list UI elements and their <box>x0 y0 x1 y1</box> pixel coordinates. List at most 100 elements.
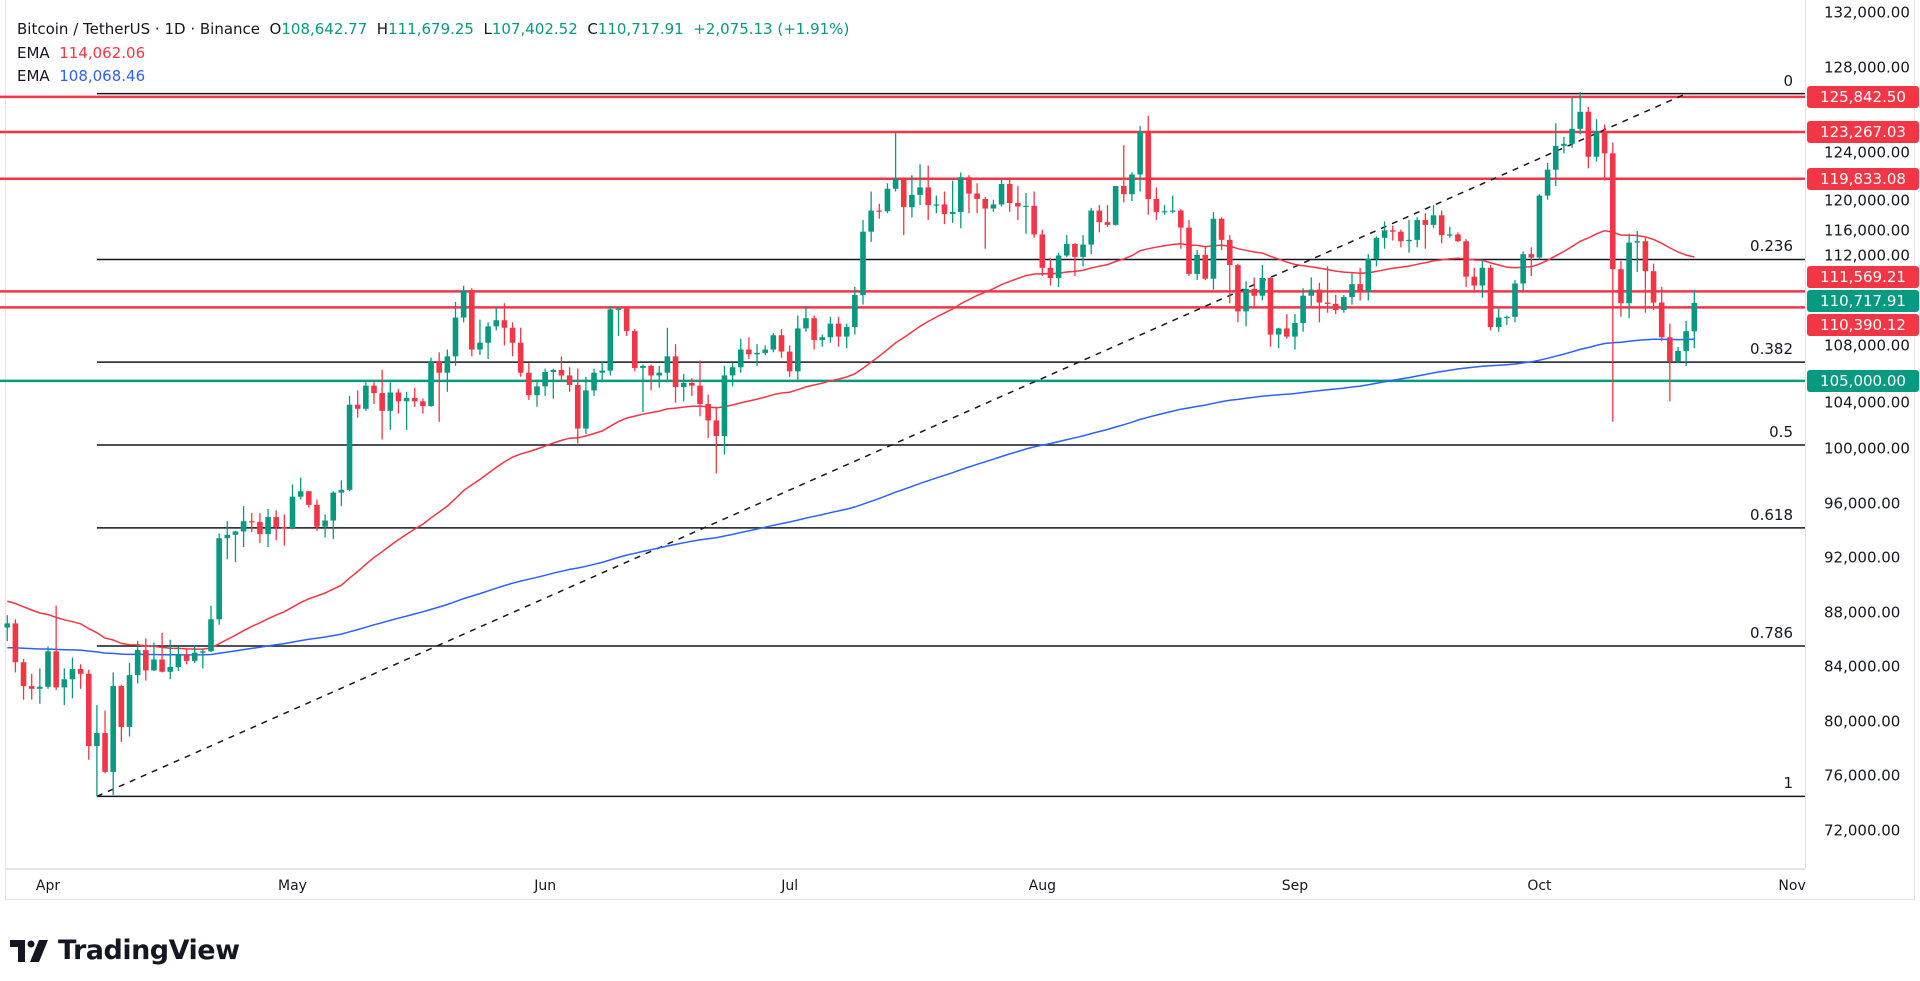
candle[interactable] <box>1137 126 1143 192</box>
candle[interactable] <box>1577 92 1583 135</box>
candle[interactable] <box>420 398 426 414</box>
candle[interactable] <box>1471 267 1478 293</box>
candle[interactable] <box>1194 250 1200 281</box>
candle[interactable] <box>452 301 459 366</box>
candle[interactable] <box>1047 258 1054 286</box>
candle[interactable] <box>811 315 817 350</box>
candle[interactable] <box>1145 115 1152 215</box>
candle[interactable] <box>974 183 980 214</box>
candle[interactable] <box>1414 217 1420 248</box>
candle[interactable] <box>191 645 198 663</box>
candle[interactable] <box>623 307 630 336</box>
candle[interactable] <box>208 605 214 653</box>
candle[interactable] <box>306 491 312 508</box>
candle[interactable] <box>1658 286 1665 342</box>
candle[interactable] <box>1422 213 1429 249</box>
candle[interactable] <box>1479 259 1486 298</box>
candle[interactable] <box>1389 225 1396 241</box>
candle[interactable] <box>1055 252 1062 287</box>
candle[interactable] <box>1324 266 1331 313</box>
candle[interactable] <box>224 521 231 560</box>
candle[interactable] <box>1601 124 1608 181</box>
candle[interactable] <box>827 316 834 343</box>
candle[interactable] <box>354 390 361 418</box>
candle[interactable] <box>240 506 247 548</box>
candle[interactable] <box>387 382 394 430</box>
candle[interactable] <box>542 368 548 396</box>
candle[interactable] <box>1544 162 1551 200</box>
candle[interactable] <box>314 499 320 531</box>
candle[interactable] <box>1610 142 1616 422</box>
candle[interactable] <box>1593 119 1600 162</box>
candle[interactable] <box>1520 251 1526 291</box>
candle[interactable] <box>1463 239 1469 287</box>
candle[interactable] <box>737 338 744 373</box>
candle[interactable] <box>852 286 858 335</box>
candle[interactable] <box>1096 205 1103 233</box>
candle[interactable] <box>574 368 581 444</box>
candle[interactable] <box>20 658 27 700</box>
candle[interactable] <box>1023 192 1029 234</box>
candle[interactable] <box>1275 327 1282 349</box>
candle[interactable] <box>1634 231 1641 272</box>
candle[interactable] <box>1536 194 1543 260</box>
symbol-title[interactable]: Bitcoin / TetherUS · 1D · Binance <box>17 20 260 38</box>
candle[interactable] <box>257 513 263 544</box>
candle[interactable] <box>143 638 149 681</box>
candle[interactable] <box>1243 281 1249 327</box>
candle[interactable] <box>1316 282 1323 323</box>
time-axis[interactable]: Apr May Jun Jul Aug Sep Oct Nov <box>5 868 1806 902</box>
candle[interactable] <box>1365 254 1372 301</box>
candle[interactable] <box>444 349 451 392</box>
candle[interactable] <box>1495 308 1502 332</box>
candle[interactable] <box>1585 107 1592 169</box>
indicator-ema-fast[interactable]: EMA 114,062.06 <box>17 42 849 66</box>
candle[interactable] <box>248 513 255 533</box>
candle[interactable] <box>1569 97 1575 148</box>
candle[interactable] <box>61 668 68 706</box>
candle[interactable] <box>1202 247 1209 281</box>
candle[interactable] <box>835 316 842 347</box>
candle[interactable] <box>1169 195 1176 214</box>
candle[interactable] <box>371 382 377 405</box>
candle[interactable] <box>697 360 703 417</box>
candle[interactable] <box>85 669 92 760</box>
candle[interactable] <box>689 378 695 396</box>
candle[interactable] <box>892 132 899 192</box>
candle[interactable] <box>379 369 385 440</box>
candle[interactable] <box>126 662 133 737</box>
candle[interactable] <box>1080 235 1086 267</box>
candle[interactable] <box>909 175 915 218</box>
candle[interactable] <box>680 374 687 402</box>
candle[interactable] <box>868 191 874 242</box>
candle[interactable] <box>1552 123 1559 187</box>
candle[interactable] <box>232 530 239 563</box>
candle[interactable] <box>102 710 108 774</box>
candle[interactable] <box>1226 235 1233 304</box>
candle[interactable] <box>469 288 475 357</box>
candle[interactable] <box>322 514 328 538</box>
candle[interactable] <box>1430 205 1437 229</box>
candle[interactable] <box>672 344 679 403</box>
candle[interactable] <box>1512 280 1518 323</box>
candle[interactable] <box>1121 145 1127 203</box>
price-axis[interactable]: 132,000.00 128,000.00 124,000.00 120,000.00… <box>1805 0 1919 868</box>
candle[interactable] <box>338 480 345 507</box>
candle[interactable] <box>1218 217 1225 251</box>
candle[interactable] <box>363 382 369 411</box>
candle[interactable] <box>200 649 206 669</box>
candle[interactable] <box>1292 314 1298 350</box>
candle[interactable] <box>485 322 491 360</box>
candle[interactable] <box>664 327 671 383</box>
indicator-ema-slow[interactable]: EMA 108,068.46 <box>17 65 849 89</box>
candle[interactable] <box>1088 207 1094 255</box>
candle[interactable] <box>917 164 923 206</box>
candle[interactable] <box>436 352 442 422</box>
candle[interactable] <box>281 514 288 546</box>
candle[interactable] <box>28 673 35 700</box>
candle[interactable] <box>134 641 141 684</box>
candle[interactable] <box>632 329 638 372</box>
candle[interactable] <box>493 307 500 331</box>
candle[interactable] <box>517 327 524 377</box>
chart-plot-area[interactable] <box>0 0 1805 868</box>
